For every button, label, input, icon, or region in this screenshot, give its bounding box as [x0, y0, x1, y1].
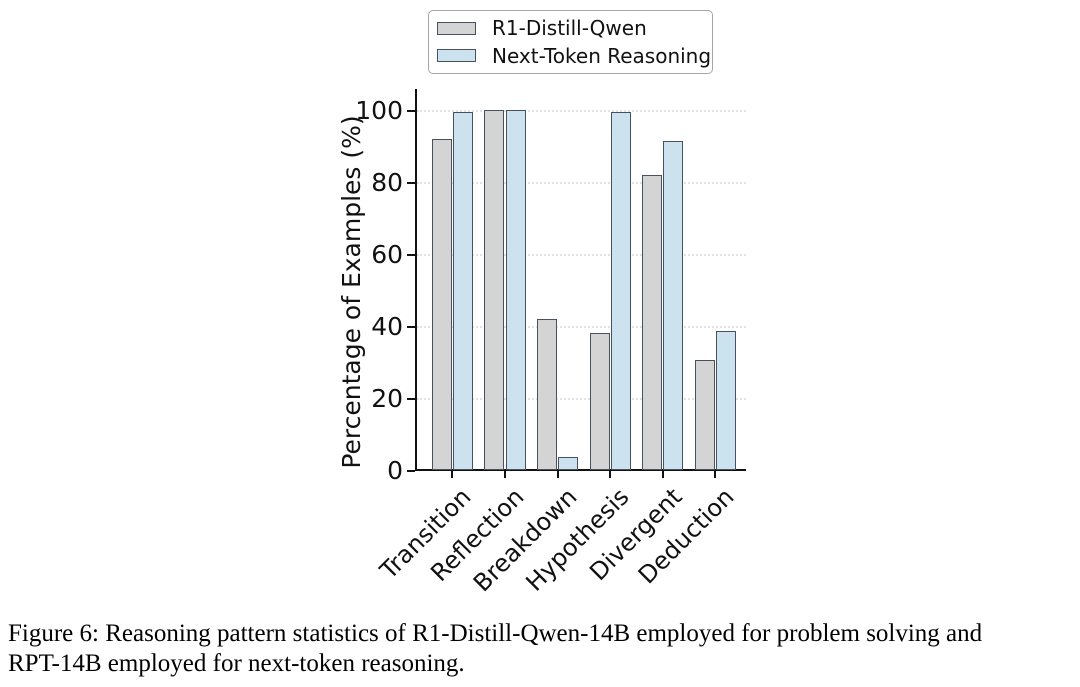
y-tick-label: 20 [371, 384, 403, 413]
x-tick-mark [609, 471, 612, 478]
y-tick-label: 40 [371, 312, 403, 341]
gridline-40 [417, 326, 746, 328]
y-tick-label: 60 [371, 240, 403, 269]
y-tick-mark [407, 110, 415, 112]
gridline-100 [417, 110, 746, 112]
x-tick-mark [503, 471, 506, 478]
legend-swatch-gray [437, 21, 476, 35]
bar-r1-distill-qwen-breakdown [536, 318, 557, 470]
figure-caption: Figure 6: Reasoning pattern statistics o… [8, 619, 1076, 679]
legend-item: R1-Distill-Qwen [437, 16, 704, 40]
bar-r1-distill-qwen-deduction [694, 360, 715, 470]
x-tick-mark [556, 471, 559, 478]
legend-label: R1-Distill-Qwen [492, 16, 647, 41]
legend-label: Next-Token Reasoning [492, 43, 712, 68]
x-tick-mark [714, 471, 717, 478]
bar-next-token-reasoning-reflection [505, 110, 526, 470]
caption-line-2: RPT-14B employed for next-token reasonin… [8, 650, 465, 677]
bar-next-token-reasoning-deduction [715, 331, 736, 470]
gridline-20 [417, 398, 746, 400]
gridline-60 [417, 254, 746, 256]
y-tick-mark [407, 254, 415, 256]
bar-r1-distill-qwen-transition [431, 138, 452, 470]
caption-line-1: Figure 6: Reasoning pattern statistics o… [8, 620, 983, 647]
y-tick-mark [407, 470, 415, 472]
chart-legend: R1-Distill-Qwen Next-Token Reasoning [428, 10, 713, 74]
bar-next-token-reasoning-hypothesis [610, 111, 631, 470]
y-axis-label: Percentage of Examples (%) [337, 115, 366, 469]
bar-r1-distill-qwen-reflection [484, 110, 505, 470]
y-axis-line [415, 89, 417, 471]
bar-next-token-reasoning-breakdown [558, 457, 579, 470]
y-tick-mark [407, 398, 415, 400]
bar-r1-distill-qwen-hypothesis [589, 333, 610, 470]
y-tick-label: 100 [355, 96, 403, 125]
x-axis-line [415, 469, 746, 471]
x-tick-mark [451, 471, 454, 478]
legend-item: Next-Token Reasoning [437, 44, 711, 68]
bar-next-token-reasoning-divergent [663, 140, 684, 470]
y-tick-label: 0 [387, 456, 403, 485]
gridline-80 [417, 182, 746, 184]
y-tick-mark [407, 182, 415, 184]
bar-next-token-reasoning-transition [452, 111, 473, 470]
y-tick-mark [407, 326, 415, 328]
y-tick-label: 80 [371, 168, 403, 197]
legend-swatch-blue [437, 49, 476, 63]
x-tick-mark [661, 471, 664, 478]
bar-r1-distill-qwen-divergent [642, 174, 663, 470]
